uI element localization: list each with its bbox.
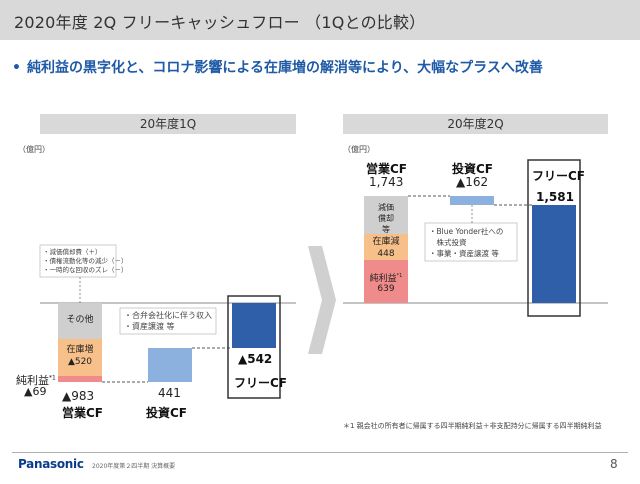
q2-investing-note-1: ・Blue Yonder社への xyxy=(429,227,504,236)
q2-investing-label: 投資CF xyxy=(452,162,494,176)
q1-investing-label: 投資CF xyxy=(146,406,188,420)
key-message: • 純利益の黒字化と、コロナ影響による在庫増の解消等により、大幅なプラスへ改善 xyxy=(12,57,543,77)
q1-investing-notes-box xyxy=(119,307,217,335)
company-logo: Panasonic xyxy=(18,457,84,471)
q2-investing-notes-box xyxy=(424,222,518,262)
q1-annotation-box xyxy=(39,244,117,278)
q1-panel-header: 20年度1Q xyxy=(40,114,296,134)
footnote: ＊1 親会社の所有者に帰属する四半期純利益＋非支配持分に帰属する四半期純利益 xyxy=(343,422,602,430)
q2-depreciation-text: 減価償却等 xyxy=(378,203,394,234)
q2-investing-note-2: 株式投資 xyxy=(429,238,467,247)
q1-net-income-text: 純利益 xyxy=(16,374,49,387)
chevron-right-icon xyxy=(308,246,336,354)
q2-depreciation-label: 減価償却等 xyxy=(364,202,408,235)
q2-free-cf-value: 1,581 xyxy=(536,190,574,204)
q1-operating-value: ▲983 xyxy=(62,389,95,403)
footer-text: 2020年度第２四半期 決算概要 xyxy=(92,463,176,470)
q2-unit-label: （億円） xyxy=(343,145,375,154)
q1-net-income-value: ▲69 xyxy=(24,385,47,398)
q2-inventory-value: 448 xyxy=(377,249,395,259)
bullet-dot-icon: • xyxy=(12,60,21,76)
q2-bar-net-income xyxy=(364,260,408,303)
q2-bar-inventory xyxy=(364,234,408,260)
q1-bar-investing xyxy=(148,348,192,382)
q1-bar-other xyxy=(58,303,102,339)
q2-net-income-value: 639 xyxy=(377,284,395,294)
q2-operating-value: 1,743 xyxy=(369,175,404,189)
q2-investing-note-3: ・事業・資産譲渡 等 xyxy=(429,249,499,258)
q1-operating-label: 営業CF xyxy=(62,406,104,420)
q2-net-income-label: 純利益*1 xyxy=(364,270,408,285)
q1-free-cf-label: フリーCF xyxy=(234,376,288,390)
q2-net-income-text: 純利益 xyxy=(369,274,397,284)
q1-annotation-line-2: ・債権流動化等の減少（－） xyxy=(43,257,128,265)
q1-net-income-label: 純利益*1 xyxy=(16,372,56,388)
q1-bar-free-cf xyxy=(232,303,276,348)
slide-title: 2020年度 2Q フリーキャッシュフロー （1Qとの比較） xyxy=(14,13,426,32)
q1-free-cf-frame xyxy=(227,295,281,399)
q1-inventory-label: 在庫増 xyxy=(66,345,94,355)
q1-bar-inventory xyxy=(58,339,102,376)
q1-free-cf-value: ▲542 xyxy=(238,352,273,366)
q2-bar-depreciation xyxy=(364,196,408,234)
q2-inventory-label: 在庫減 xyxy=(372,237,400,247)
footer-divider xyxy=(12,452,628,453)
q1-unit-label: （億円） xyxy=(18,145,50,154)
key-message-text: 純利益の黒字化と、コロナ影響による在庫増の解消等により、大幅なプラスへ改善 xyxy=(26,60,543,76)
q1-inventory-value: ▲520 xyxy=(67,357,93,367)
q2-investing-value: ▲162 xyxy=(456,175,489,189)
q1-bar-net-income xyxy=(58,376,102,382)
q2-operating-label: 営業CF xyxy=(366,162,408,176)
q2-bar-investing xyxy=(450,196,494,205)
q2-net-income-mark: *1 xyxy=(396,273,403,279)
q1-investing-note-2: ・資産譲渡 等 xyxy=(124,322,175,331)
q1-net-income-mark: *1 xyxy=(49,374,56,382)
page-number: 8 xyxy=(610,457,618,471)
q2-bar-free-cf xyxy=(532,205,576,303)
q1-annotation-line-3: ・一時的な回収のズレ（－） xyxy=(43,266,128,274)
q1-annotation-line-1: ・減価償却費（＋） xyxy=(43,248,102,256)
q1-investing-note-1: ・合弁会社化に伴う収入 xyxy=(124,311,212,320)
q2-free-cf-frame xyxy=(527,159,581,317)
q2-free-cf-label: フリーCF xyxy=(532,169,586,183)
q2-panel-header: 20年度2Q xyxy=(343,114,608,134)
q1-investing-value: 441 xyxy=(158,386,181,400)
q1-other-label: その他 xyxy=(66,315,94,325)
title-bar: 2020年度 2Q フリーキャッシュフロー （1Qとの比較） xyxy=(0,0,640,40)
